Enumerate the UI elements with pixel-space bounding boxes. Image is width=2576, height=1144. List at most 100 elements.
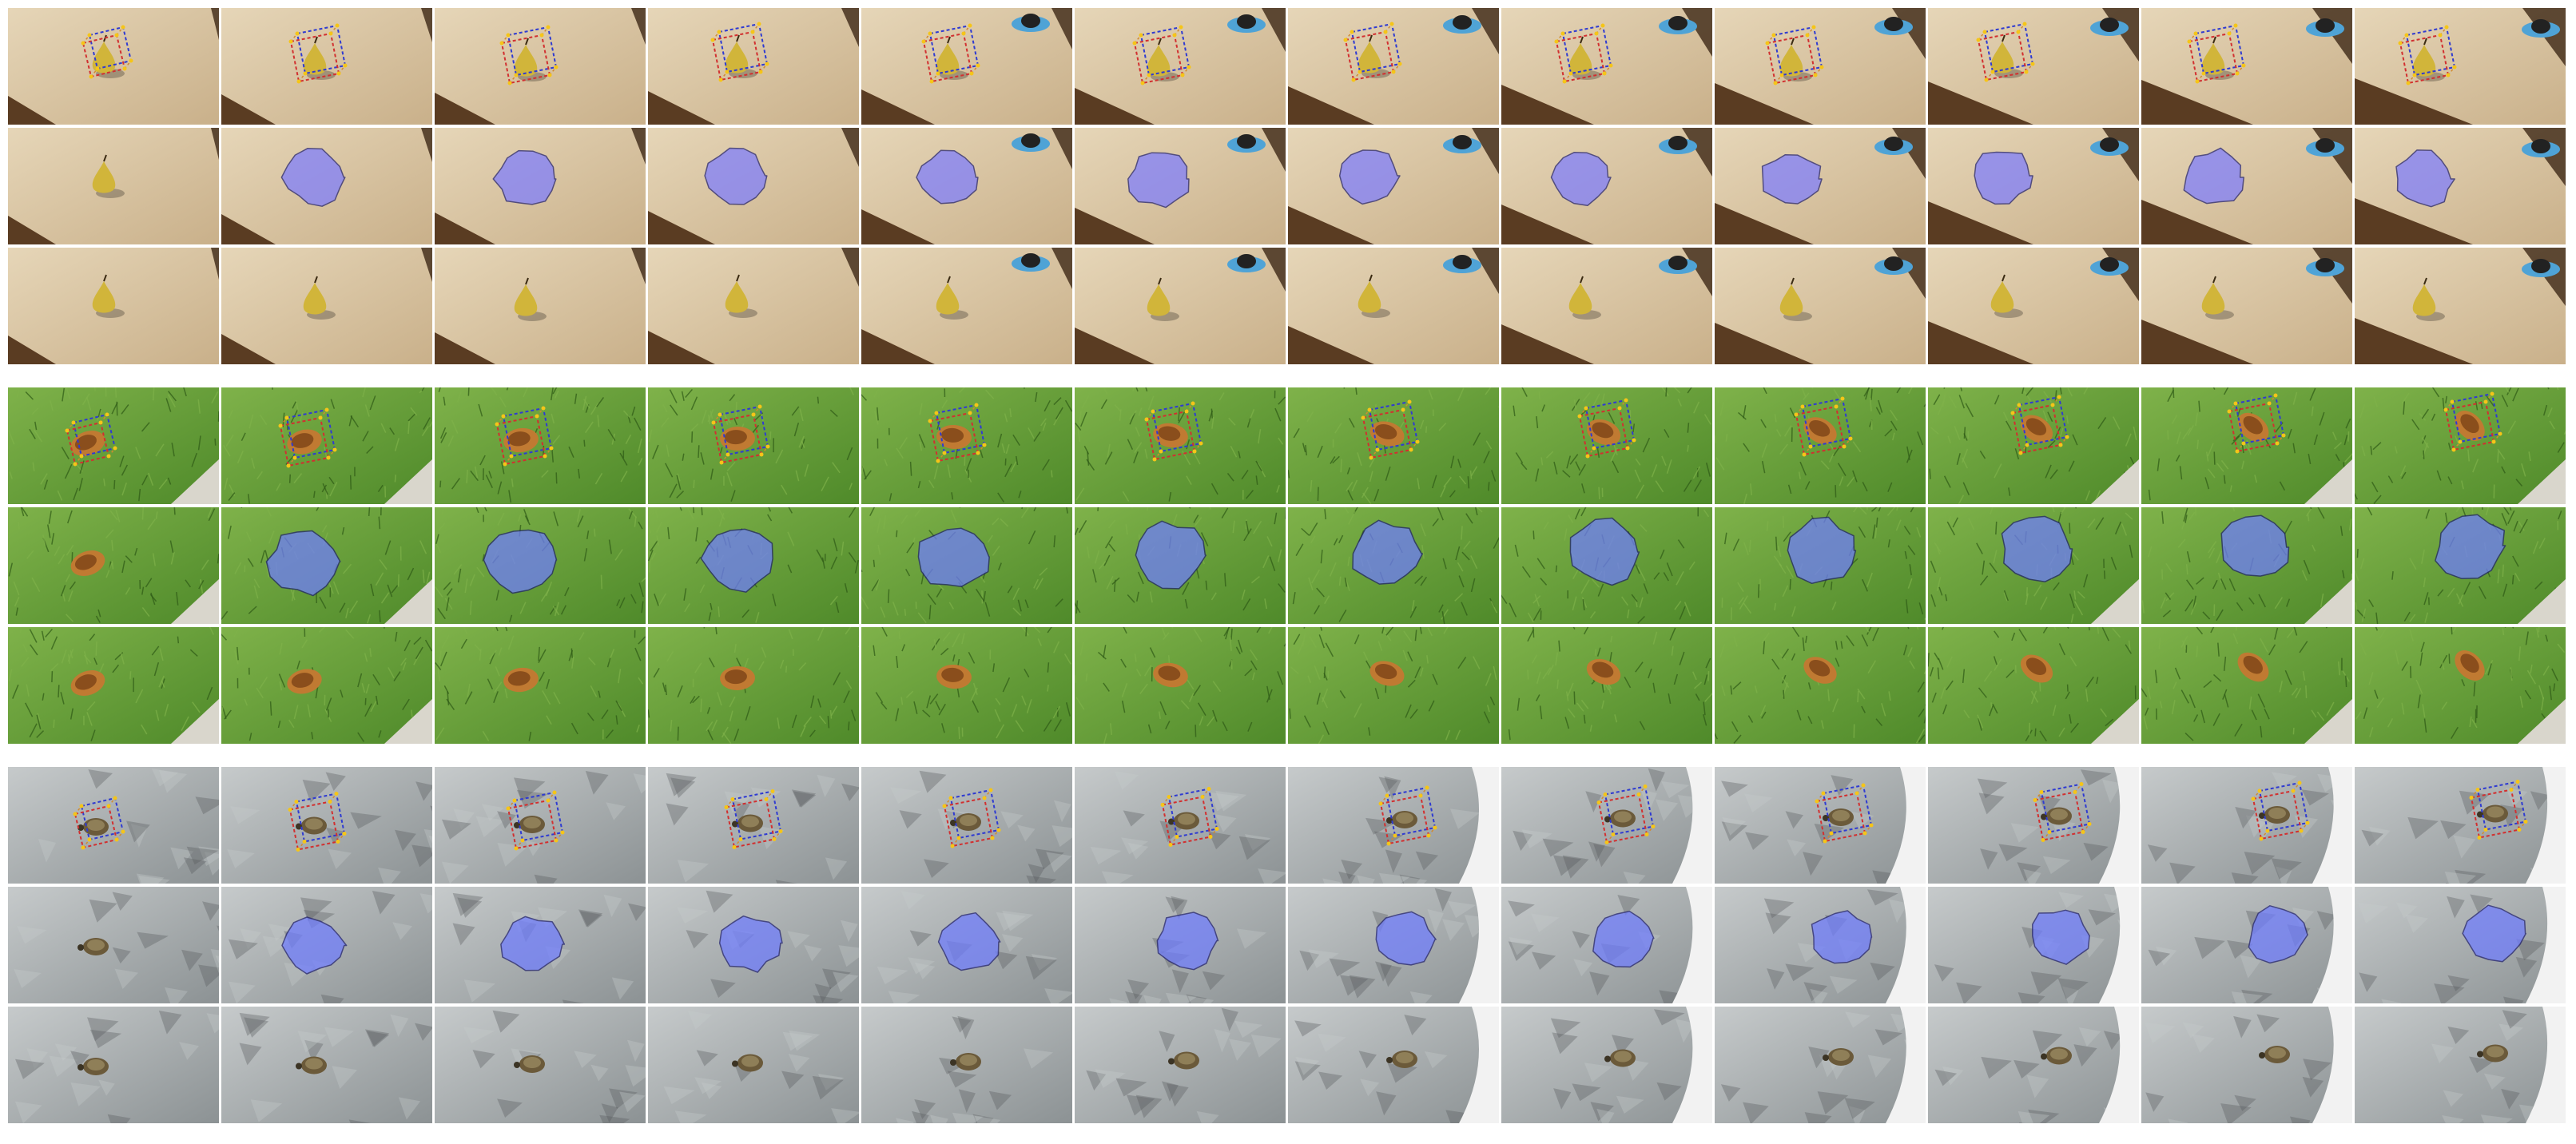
frame-image [221, 1007, 432, 1123]
grass-blade [57, 490, 63, 501]
grass-blade [2198, 400, 2200, 412]
grass-blade [2195, 412, 2199, 427]
grass-blade [141, 586, 145, 595]
grass-blade [341, 526, 345, 535]
grass-blade [435, 534, 439, 544]
grass-blade [2248, 597, 2255, 605]
grass-blade [2292, 727, 2295, 735]
grass-blade [260, 550, 265, 564]
grass-blade [1942, 704, 1947, 715]
grass-blade [942, 632, 951, 642]
grass-blade [505, 627, 508, 632]
grass-blade [1666, 562, 1673, 577]
frame-thumbnail [1715, 8, 1926, 125]
grass-blade [1428, 389, 1433, 400]
table-edge [1051, 248, 1072, 289]
grass-blade [389, 427, 396, 435]
grass-blade [2236, 602, 2244, 611]
grass-blade [1847, 476, 1855, 487]
table-edge [211, 248, 219, 280]
grass-blade [2228, 578, 2236, 592]
frame-image [861, 128, 1072, 244]
grass-blade [2177, 538, 2186, 548]
grass-blade [1103, 554, 1111, 566]
grass-blade [1930, 594, 1937, 607]
frame-thumbnail [8, 887, 219, 1003]
grass-blade [1320, 550, 1323, 564]
grass-blade [1509, 602, 1517, 618]
grass-blade [66, 614, 74, 622]
grass-blade [2204, 477, 2210, 490]
floor-shadow [1715, 203, 1814, 244]
frame-image [1501, 387, 1712, 504]
grass-blade [214, 438, 217, 446]
grass-blade [2217, 642, 2220, 657]
grass-blade [1010, 461, 1017, 473]
stone-slab [782, 1031, 813, 1051]
stone-slab [70, 1051, 89, 1069]
bbox-3d [288, 792, 347, 852]
grass-blade [2512, 555, 2519, 567]
grass-blade [487, 678, 494, 689]
scene-background [648, 627, 859, 744]
segmentation-mask [492, 149, 557, 205]
stone-slab [833, 971, 859, 993]
grass-blade [2536, 627, 2539, 638]
grass-blade [620, 471, 628, 483]
grass-blade [1890, 420, 1898, 431]
grass-blade [2066, 415, 2069, 424]
grass-blade [2141, 687, 2148, 697]
curved-wall [1886, 1007, 1926, 1123]
grass-blade [861, 596, 869, 610]
grass-blade [410, 407, 418, 416]
turtle-object [732, 814, 763, 832]
grass-blade [622, 410, 630, 418]
grass-blade [224, 478, 229, 491]
grass-blade [111, 561, 114, 570]
grass-blade [2072, 552, 2079, 561]
stone-slab [1584, 1063, 1612, 1082]
grass-blade [447, 691, 450, 705]
grass-blade [709, 657, 715, 668]
grass-blade [1309, 522, 1318, 536]
grass-blade [73, 487, 78, 501]
grass-blade [349, 600, 359, 614]
frame-image [1928, 627, 2139, 744]
stone-slab [1349, 975, 1376, 999]
grass-blade [1407, 679, 1416, 688]
grass-blade [362, 431, 369, 442]
frame-image [8, 1007, 219, 1123]
grass-blade [233, 628, 240, 638]
frame-image [1715, 627, 1926, 744]
grass-blade [293, 705, 299, 720]
stone-slab [1508, 900, 1535, 917]
grass-blade [933, 639, 937, 649]
grass-blade [2042, 627, 2048, 634]
frame-image [8, 627, 219, 744]
stone-slab [1399, 874, 1421, 884]
stone-slab [1161, 1081, 1179, 1102]
grass-blade [498, 647, 503, 656]
grass-blade [2371, 481, 2379, 493]
grass-blade [319, 596, 327, 609]
grass-blade [2025, 387, 2034, 396]
grass-blade [1323, 666, 1326, 679]
stone-slab [831, 1108, 859, 1123]
grass-blade [650, 540, 658, 552]
grass-blade [2394, 446, 2398, 454]
grass-blade [1205, 580, 1208, 590]
grass-blade [1782, 585, 1789, 598]
grass-blade [2455, 435, 2460, 447]
grass-blade [1527, 669, 1529, 680]
grass-blade [1485, 440, 1493, 450]
grass-blade [1432, 518, 1439, 526]
grass-blade [2502, 583, 2508, 597]
grass-blade [729, 710, 733, 722]
grass-blade [2159, 701, 2163, 709]
frame-image [221, 8, 432, 125]
stone-slab [2083, 842, 2109, 861]
grass-blade [968, 651, 976, 664]
frame-image [435, 627, 646, 744]
grass-blade [1122, 491, 1130, 502]
stone-slab [1357, 875, 1375, 884]
